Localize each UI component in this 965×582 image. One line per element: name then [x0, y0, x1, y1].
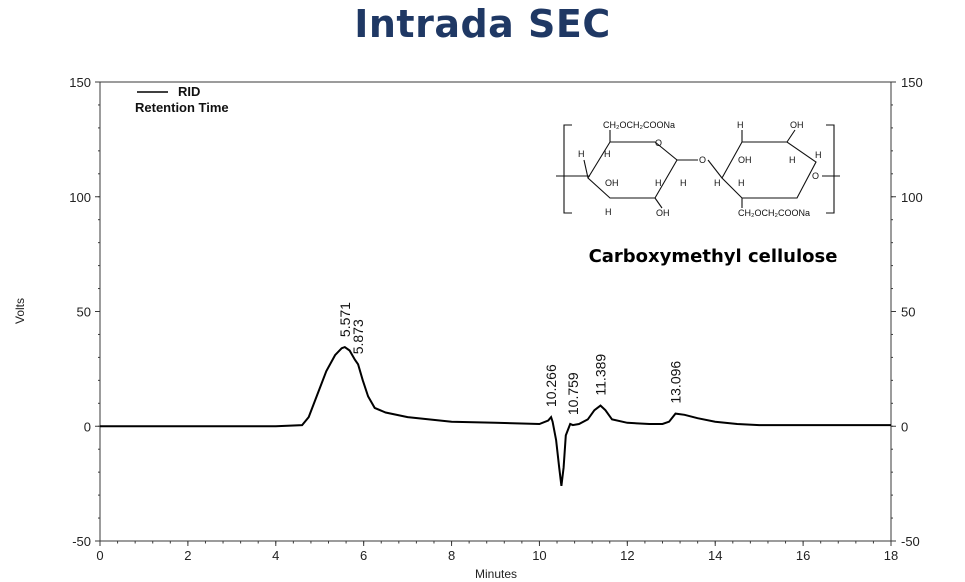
ring1-oh-a: OH	[605, 178, 619, 188]
y-tick-label-right: 0	[901, 419, 908, 434]
legend-item-rid: RID	[178, 84, 200, 99]
y-tick-label-right: 100	[901, 190, 923, 205]
x-axis-label: Minutes	[475, 567, 517, 581]
ring1-h-e: H	[605, 207, 612, 217]
y-tick-label-left: -50	[72, 534, 91, 549]
oh-bond-1	[654, 197, 663, 209]
peak-label: 5.873	[350, 319, 366, 354]
x-tick-label: 8	[448, 548, 455, 563]
y-tick-label-right: 150	[901, 75, 923, 90]
ring2-h-c: H	[815, 150, 822, 160]
ring1-h-a: H	[578, 149, 585, 159]
ring1-h-d: H	[680, 178, 687, 188]
x-tick-label: 16	[796, 548, 810, 563]
y-tick-label-left: 150	[69, 75, 91, 90]
y-tick-label-right: 50	[901, 305, 915, 320]
ring2-o: O	[812, 171, 819, 181]
ring2-h-d: H	[714, 178, 721, 188]
y-tick-label-left: 0	[84, 419, 91, 434]
ring1-h-b: H	[604, 149, 611, 159]
ring2-h-b: H	[789, 155, 796, 165]
x-tick-label: 14	[708, 548, 722, 563]
peak-label: 11.389	[592, 354, 608, 396]
glycosidic-bond-right	[707, 159, 723, 179]
y-axis-right: 150 100 50 0 -50	[891, 75, 923, 549]
ring1-oh-b: OH	[656, 208, 670, 218]
left-bracket	[563, 124, 572, 214]
ring2-oh-b: OH	[738, 155, 752, 165]
ring2-h-a: H	[737, 120, 744, 130]
peak-label: 5.571	[337, 302, 353, 337]
ring1-h-c: H	[655, 178, 662, 188]
peak-label: 13.096	[667, 361, 683, 404]
peak-label: 10.266	[543, 364, 559, 407]
x-tick-label: 6	[360, 548, 367, 563]
ring-1	[587, 141, 678, 199]
y-tick-label-left: 100	[69, 190, 91, 205]
page-title: Intrada SEC	[354, 2, 611, 46]
x-axis: 0 2 4 6 8 10 12 14 16 18	[96, 541, 898, 563]
bridge-o: O	[699, 155, 706, 165]
x-tick-label: 10	[532, 548, 546, 563]
ring2-h-e: H	[738, 178, 745, 188]
legend-item-retention-time: Retention Time	[135, 100, 229, 115]
y-axis-label: Volts	[13, 298, 27, 324]
molecule-caption: Carboxymethyl cellulose	[589, 246, 838, 267]
h-bond-1	[583, 159, 589, 179]
substituent-bottom: CH₂OCH₂COONa	[738, 208, 810, 218]
plot-frame	[99, 81, 892, 542]
series-line-rid	[100, 345, 891, 487]
ring-2	[721, 141, 817, 199]
x-tick-label: 4	[272, 548, 279, 563]
x-tick-label: 12	[620, 548, 634, 563]
molecule-atom-labels: CH₂OCH₂COONa CH₂OCH₂COONa O O O H H OH H…	[578, 120, 822, 218]
y-tick-label-left: 50	[77, 305, 91, 320]
ring1-o: O	[655, 138, 662, 148]
x-tick-label: 18	[884, 548, 898, 563]
h-bond-2	[786, 129, 796, 143]
substituent-top: CH₂OCH₂COONa	[603, 120, 675, 130]
x-tick-label: 0	[96, 548, 103, 563]
ring2-oh-a: OH	[790, 120, 804, 130]
right-bracket	[826, 124, 835, 214]
y-axis-left: 150 100 50 0 -50	[69, 75, 100, 549]
molecule-structure	[556, 124, 840, 214]
x-tick-label: 2	[184, 548, 191, 563]
peak-label: 10.759	[565, 372, 581, 415]
y-tick-label-right: -50	[901, 534, 920, 549]
